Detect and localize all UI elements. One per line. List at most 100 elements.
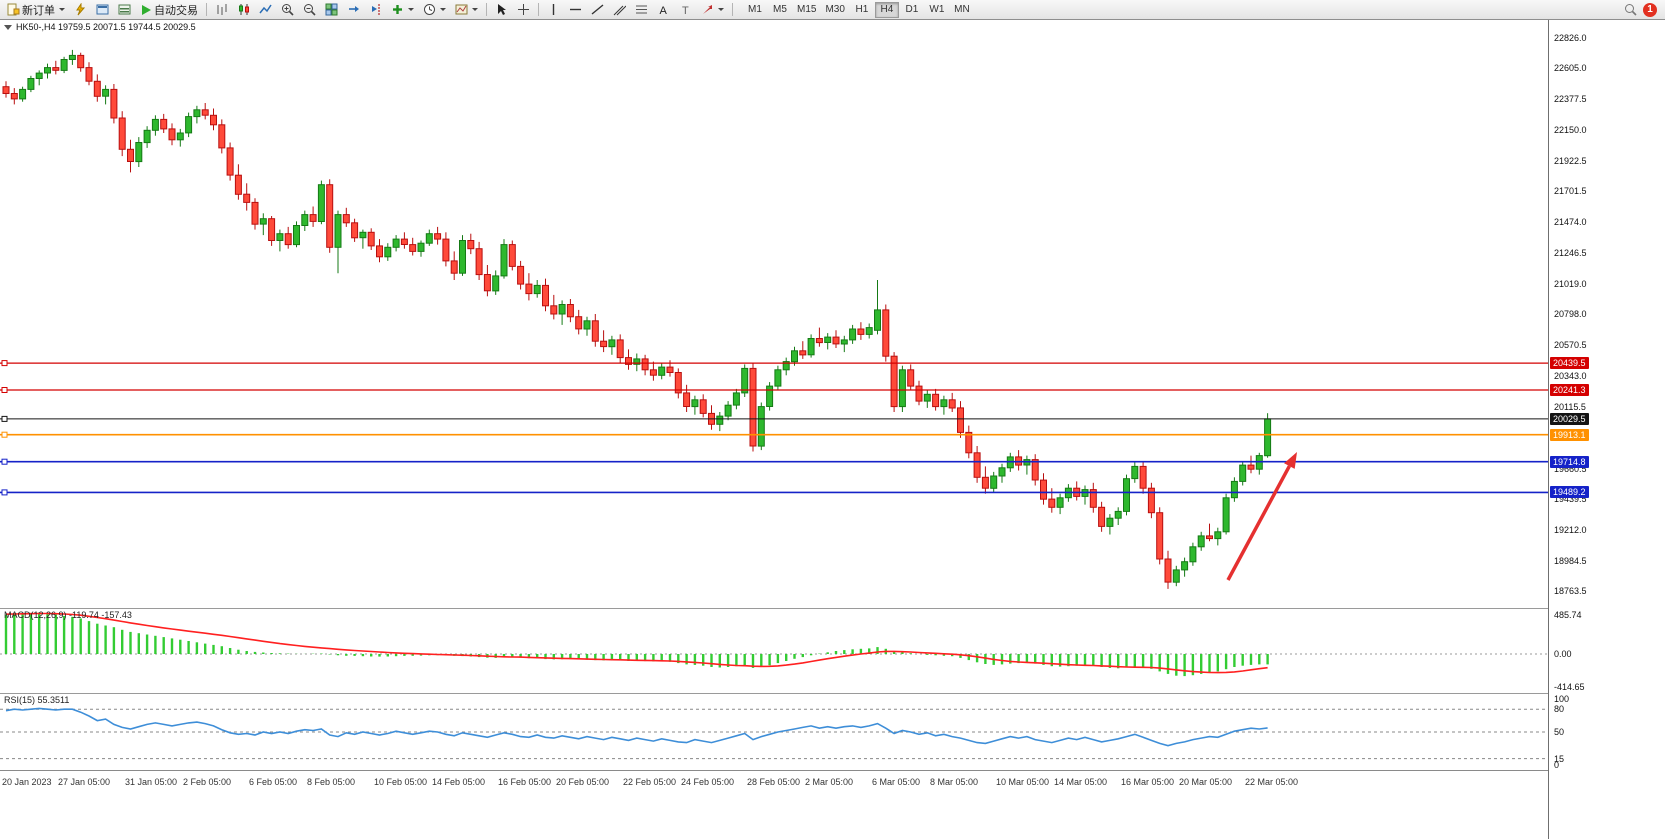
quick-trade-button[interactable] [70,1,91,18]
rsi-tick-label: 80 [1554,704,1565,714]
time-tick-label: 2 Feb 05:00 [183,777,232,787]
templates-button[interactable] [451,1,482,18]
rsi-panel[interactable]: RSI(15) 55.3511 [0,694,1549,771]
zoom-in-button[interactable] [277,1,298,18]
toolbar-right: 1 [1624,2,1662,17]
chart-shift-button[interactable] [365,1,386,18]
periods-button[interactable] [419,1,450,18]
market-watch-icon [96,4,109,15]
arrows-button[interactable] [697,1,728,18]
macd-tick-label: -414.65 [1554,682,1585,692]
rsi-tick-label: 50 [1554,727,1565,737]
price-line-badge: 19714.8 [1550,456,1589,468]
market-watch-button[interactable] [92,1,113,18]
fibonacci-button[interactable] [631,1,652,18]
channel-button[interactable] [609,1,630,18]
indicator-add-icon [393,5,402,14]
price-tick-label: 21474.0 [1554,217,1587,227]
cursor-button[interactable] [491,1,512,18]
svg-text:A: A [660,5,668,16]
zoom-out-icon [304,4,316,16]
bar-chart-icon [217,4,227,15]
chevron-down-icon [59,8,65,11]
notification-badge[interactable]: 1 [1643,2,1657,17]
new-order-button[interactable]: 新订单 [3,1,69,18]
macd-chart-canvas[interactable] [0,609,1549,693]
tile-windows-button[interactable] [321,1,342,18]
time-tick-label: 20 Mar 05:00 [1179,777,1233,787]
toolbar-separator [486,3,487,16]
timeframe-m30-button[interactable]: M30 [821,2,848,18]
time-tick-label: 8 Mar 05:00 [930,777,979,787]
zoom-out-button[interactable] [299,1,320,18]
text-button[interactable]: A [653,1,674,18]
indicators-button[interactable] [387,1,418,18]
zoom-in-icon [282,4,294,16]
clock-icon [424,4,435,15]
macd-label: MACD(12,26,9) -119.74 -157.43 [4,610,132,620]
price-tick-label: 20798.0 [1554,309,1587,319]
price-line-badge: 19913.1 [1550,429,1589,441]
bar-chart-button[interactable] [211,1,232,18]
tile-windows-icon [325,3,338,16]
rsi-chart-canvas[interactable] [0,694,1549,770]
collapse-chart-icon[interactable] [4,24,12,30]
horizontal-line-button[interactable] [565,1,586,18]
time-tick-label: 14 Mar 05:00 [1054,777,1108,787]
rsi-tick-label: 0 [1554,760,1560,770]
time-tick-label: 8 Feb 05:00 [307,777,356,787]
price-line-badge: 20029.5 [1550,413,1589,425]
trendline-icon [591,4,604,15]
timeframe-m1-button[interactable]: M1 [743,2,767,18]
lightning-icon [76,3,86,16]
vertical-line-button[interactable] [543,1,564,18]
time-tick-label: 16 Feb 05:00 [498,777,552,787]
candlestick-chart-canvas[interactable] [0,20,1549,608]
timeframe-w1-button[interactable]: W1 [925,2,949,18]
price-tick-label: 19212.0 [1554,525,1587,535]
timeframe-h4-button[interactable]: H4 [874,1,899,18]
timeframe-h1-button[interactable]: H1 [850,2,874,18]
time-tick-label: 16 Mar 05:00 [1121,777,1175,787]
timeframe-d1-button[interactable]: D1 [900,2,924,18]
timeframe-m5-button[interactable]: M5 [768,2,792,18]
candlestick-chart-button[interactable] [233,1,254,18]
text-icon: A [660,5,668,16]
time-tick-label: 22 Feb 05:00 [623,777,677,787]
line-chart-icon [259,4,272,14]
auto-scroll-button[interactable] [343,1,364,18]
time-tick-label: 27 Jan 05:00 [58,777,111,787]
rsi-label: RSI(15) 55.3511 [4,695,70,705]
plot-column: HK50-,H4 19759.5 20071.5 19744.5 20029.5… [0,20,1549,797]
symbol-header: HK50-,H4 19759.5 20071.5 19744.5 20029.5 [4,22,196,32]
label-button[interactable]: T [675,1,696,18]
timeframe-mn-button[interactable]: MN [950,2,974,18]
price-tick-label: 22826.0 [1554,33,1587,43]
vertical-line-icon [552,4,555,15]
search-icon[interactable] [1624,3,1637,16]
price-tick-label: 19439.5 [1554,494,1587,504]
macd-panel[interactable]: MACD(12,26,9) -119.74 -157.43 [0,609,1549,694]
timeframe-m15-button[interactable]: M15 [793,2,820,18]
data-window-button[interactable] [114,1,135,18]
chevron-down-icon [440,8,446,11]
price-axis[interactable]: 22826.0 22605.0 22377.5 22150.0 21922.5 21701… [1548,20,1665,839]
main-chart-panel[interactable]: HK50-,H4 19759.5 20071.5 19744.5 20029.5 [0,20,1549,609]
price-tick-label: 20570.5 [1554,340,1587,350]
template-icon [455,4,468,15]
time-tick-label: 14 Feb 05:00 [432,777,486,787]
time-tick-label: 10 Feb 05:00 [374,777,428,787]
auto-trading-button[interactable]: 自动交易 [136,1,202,18]
chevron-down-icon [718,8,724,11]
price-tick-label: 21246.5 [1554,248,1587,258]
trendline-button[interactable] [587,1,608,18]
line-chart-button[interactable] [255,1,276,18]
price-tick-label: 22377.5 [1554,94,1587,104]
time-axis[interactable]: 20 Jan 2023 27 Jan 05:00 31 Jan 05:00 2 Feb… [0,771,1549,797]
fibonacci-icon [636,5,647,14]
crosshair-icon [518,4,529,15]
data-window-icon [118,4,131,15]
time-tick-label: 6 Feb 05:00 [249,777,298,787]
crosshair-button[interactable] [513,1,534,18]
